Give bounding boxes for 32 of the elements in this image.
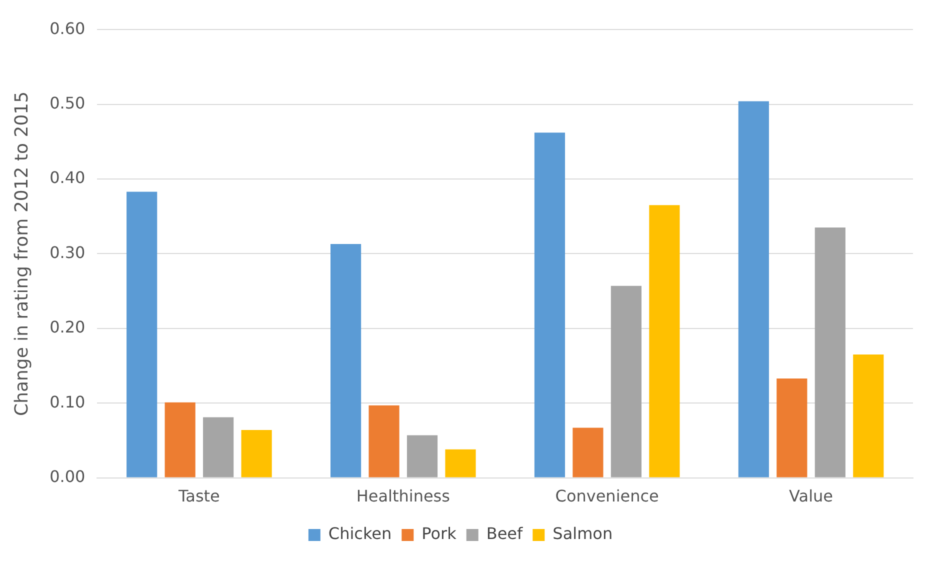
y-tick-label: 0.00 bbox=[50, 466, 86, 486]
bar bbox=[126, 192, 158, 478]
bar bbox=[368, 405, 400, 478]
bar bbox=[649, 205, 680, 478]
bar bbox=[445, 449, 476, 478]
y-tick-label: 0.20 bbox=[50, 318, 86, 337]
legend-label: Beef bbox=[486, 524, 524, 544]
legend-label: Pork bbox=[422, 524, 458, 544]
bar bbox=[241, 430, 272, 478]
bar bbox=[406, 435, 438, 478]
bar bbox=[203, 417, 234, 478]
bar bbox=[330, 244, 362, 478]
bar bbox=[534, 132, 566, 478]
bar bbox=[814, 228, 846, 478]
y-tick-label: 0.10 bbox=[50, 392, 86, 412]
legend-label: Salmon bbox=[552, 524, 613, 544]
y-axis-title: Change in rating from 2012 to 2015 bbox=[11, 91, 32, 416]
x-tick-label: Taste bbox=[178, 486, 220, 506]
bar bbox=[776, 378, 808, 478]
y-tick-label: 0.60 bbox=[50, 18, 86, 38]
y-tick-label: 0.30 bbox=[50, 242, 86, 262]
y-tick-label: 0.40 bbox=[50, 168, 86, 188]
x-tick-label: Value bbox=[789, 486, 833, 506]
legend-label: Chicken bbox=[328, 524, 392, 544]
x-tick-label: Convenience bbox=[555, 486, 659, 506]
bar bbox=[572, 428, 604, 478]
x-tick-label: Healthiness bbox=[356, 486, 450, 506]
bar bbox=[610, 286, 642, 478]
bar bbox=[853, 354, 884, 478]
bar bbox=[164, 402, 196, 478]
bar bbox=[738, 101, 769, 478]
y-tick-label: 0.50 bbox=[50, 93, 86, 112]
